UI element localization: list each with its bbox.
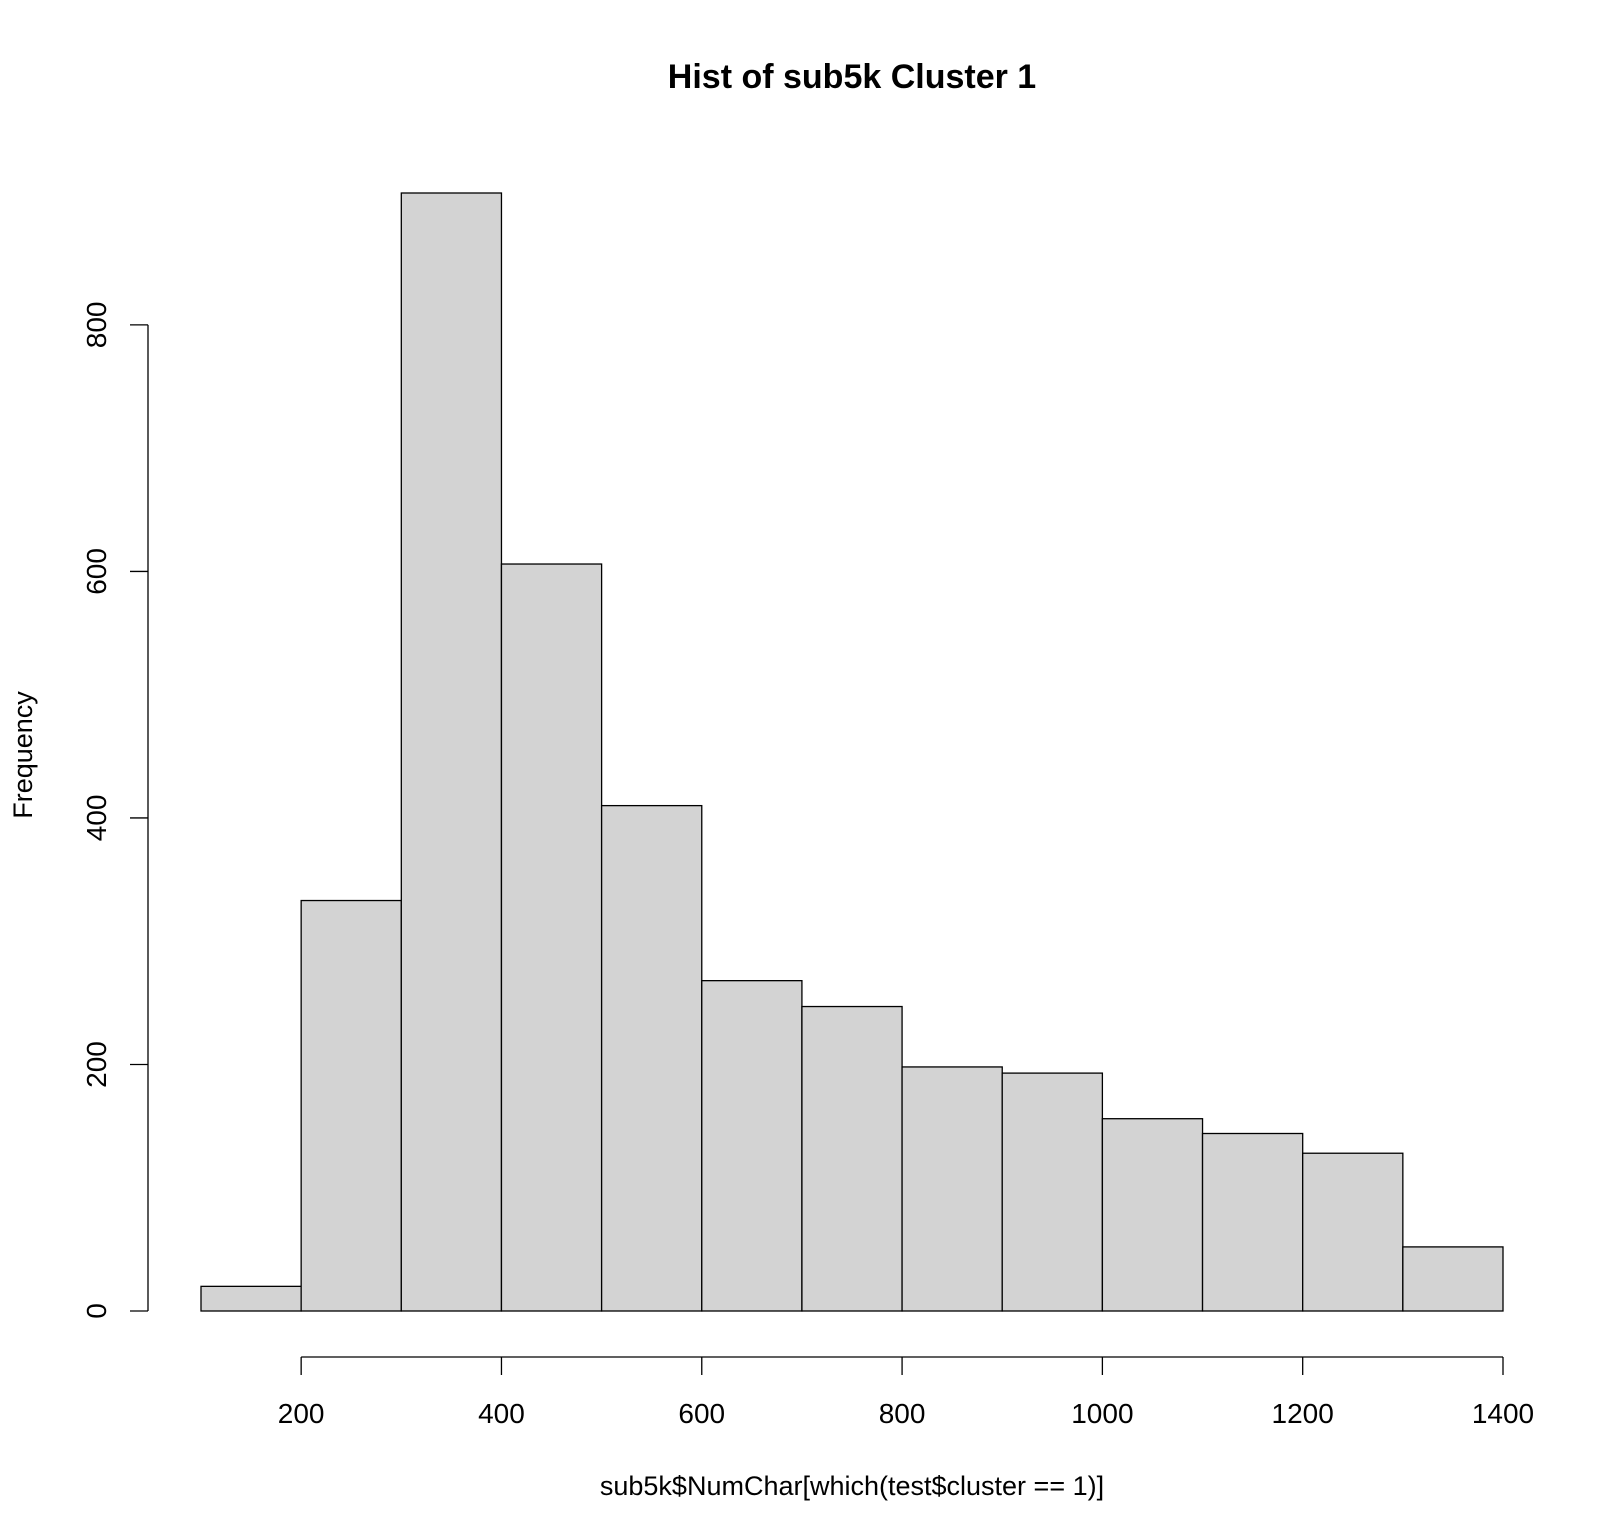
histogram-bar [1001,1072,1104,1312]
y-tick-label: 400 [81,795,112,842]
y-axis: 0 200 400 600 800 [81,302,149,1319]
histogram-bars [200,192,1504,1312]
x-tick-label: 1400 [1472,1398,1534,1429]
y-tick-label: 200 [81,1041,112,1088]
histogram-bar [300,899,402,1312]
x-tick-label: 600 [678,1398,725,1429]
histogram-bar [600,804,703,1312]
y-tick-label: 0 [81,1303,112,1319]
histogram-bar [1201,1132,1304,1312]
histogram-bar [701,980,803,1312]
y-axis-ticks: 0 200 400 600 800 [81,302,148,1319]
x-tick-label: 400 [478,1398,525,1429]
x-tick-label: 1200 [1272,1398,1334,1429]
histogram-bar [1402,1246,1504,1312]
chart-title: Hist of sub5k Cluster 1 [668,58,1036,96]
x-tick-label: 1000 [1071,1398,1133,1429]
y-tick-label: 800 [81,302,112,349]
histogram-bar [200,1285,302,1312]
histogram-bar [1101,1118,1204,1312]
histogram-bar [901,1066,1003,1312]
y-tick-label: 600 [81,548,112,595]
x-tick-label: 200 [278,1398,325,1429]
x-axis-ticks: 200 400 600 800 1000 1200 1400 [278,1357,1534,1429]
x-axis-label: sub5k$NumChar[which(test$cluster == 1)] [600,1471,1104,1501]
y-axis-label: Frequency [8,691,38,819]
histogram-bar [500,563,603,1312]
histogram-bar [801,1005,903,1312]
histogram-bar [1302,1152,1404,1312]
x-tick-label: 800 [879,1398,926,1429]
histogram-bar [400,192,503,1312]
x-axis: 200 400 600 800 1000 1200 1400 [278,1356,1534,1429]
